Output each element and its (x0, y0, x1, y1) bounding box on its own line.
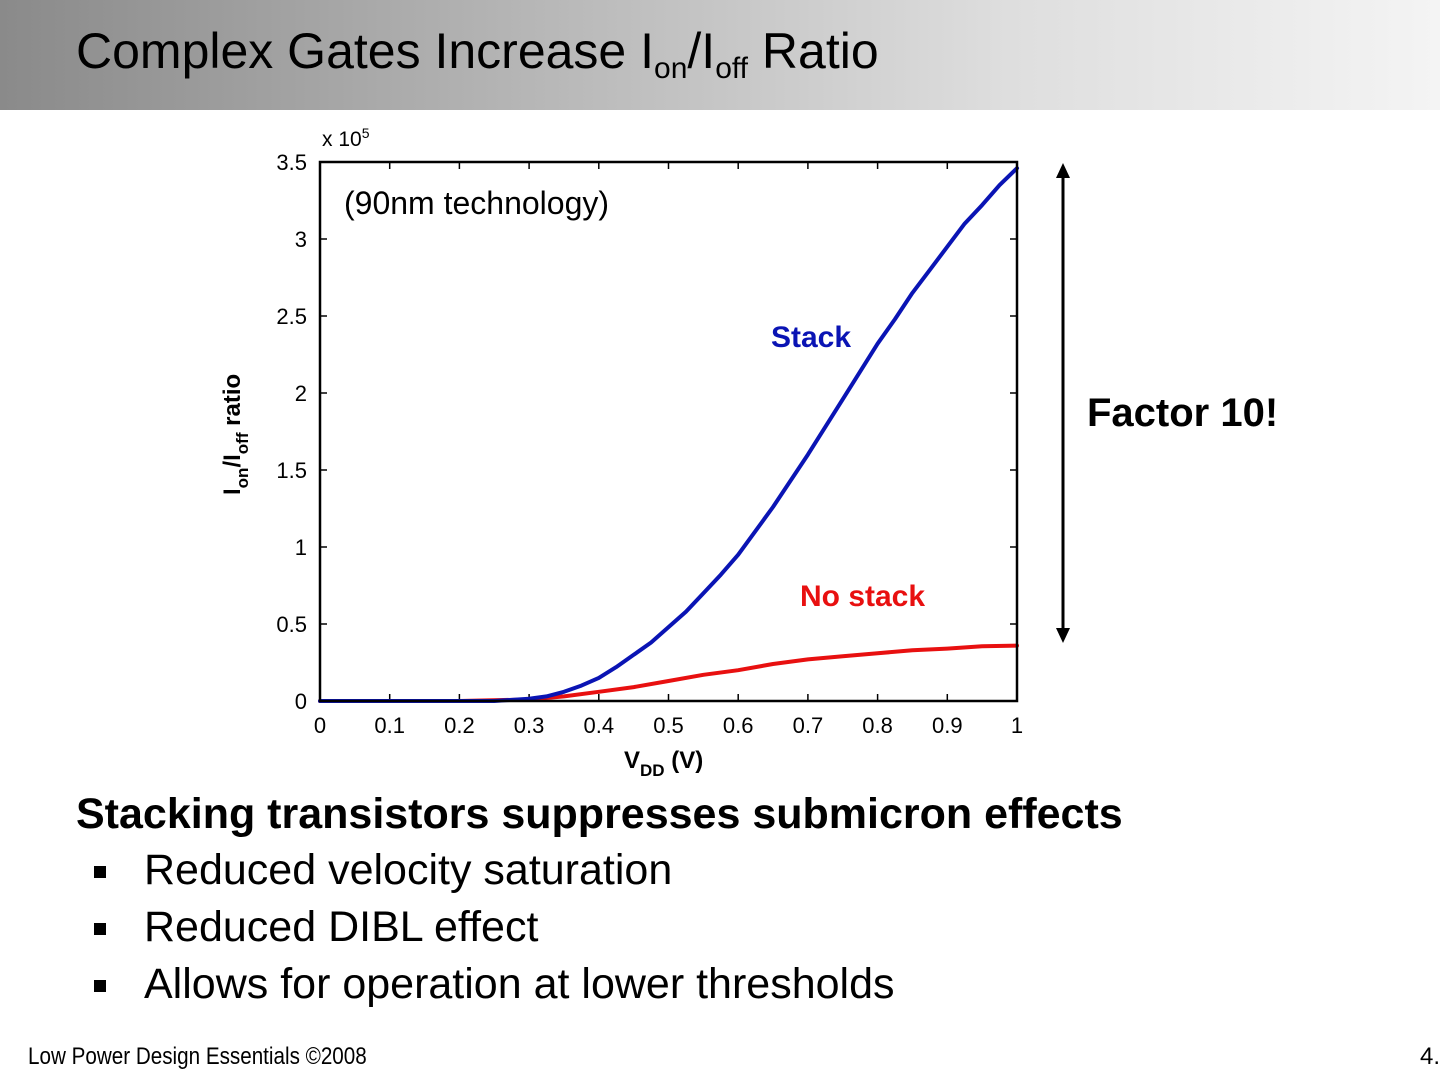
slide-title: Complex Gates Increase Ion/Ioff Ratio (76, 22, 879, 86)
multiplier-label: x 105 (322, 125, 370, 151)
title-bar: Complex Gates Increase Ion/Ioff Ratio (0, 0, 1440, 110)
factor-label: Factor 10! (1087, 391, 1278, 435)
x-tick-label: 0.8 (862, 713, 893, 738)
line-chart: 0 0.1 0.2 0.3 0.4 0.5 0.6 0.7 0.8 0.9 1 0 0.5 1 1.5 2 2… (219, 125, 1278, 780)
x-tick-label: 0.1 (374, 713, 405, 738)
x-tick-labels: 0 0.1 0.2 0.3 0.4 0.5 0.6 0.7 0.8 0.9 1 (314, 713, 1023, 738)
x-tick-label: 0.5 (653, 713, 684, 738)
x-tick-label: 1 (1011, 713, 1023, 738)
arrow-head-up (1056, 163, 1070, 178)
square-bullet-icon (94, 866, 106, 878)
x-tick-label: 0.4 (584, 713, 615, 738)
y-tick-label: 3.5 (276, 150, 307, 175)
square-bullet-icon (94, 980, 106, 992)
bullet-item: Allows for operation at lower thresholds (88, 960, 894, 1017)
x-tick-label: 0.7 (793, 713, 824, 738)
y-tick-label: 0.5 (276, 612, 307, 637)
x-axis-label: VDD (V) (624, 747, 703, 780)
bullet-list: Reduced velocity saturation Reduced DIBL… (88, 846, 894, 1017)
y-tick-label: 2.5 (276, 304, 307, 329)
y-tick-label: 2 (295, 381, 307, 406)
footer-page-number: 4. (1420, 1043, 1440, 1070)
factor-arrow (1056, 163, 1070, 643)
series-label-no-stack: No stack (800, 580, 925, 613)
series-lines (318, 166, 1019, 703)
series-line-stack (318, 166, 1019, 703)
title-sub-off: off (715, 52, 749, 85)
technology-annotation: (90nm technology) (344, 185, 609, 221)
x-tick-label: 0.3 (514, 713, 545, 738)
bullet-item: Reduced DIBL effect (88, 903, 894, 960)
square-bullet-icon (94, 923, 106, 935)
x-tick-label: 0.2 (444, 713, 475, 738)
x-tick-label: 0.9 (932, 713, 963, 738)
footer-copyright: Low Power Design Essentials ©2008 (28, 1043, 367, 1070)
y-tick-labels: 0 0.5 1 1.5 2 2.5 3 3.5 (276, 150, 307, 714)
plot-frame (318, 160, 1019, 703)
title-mid: /I (687, 23, 716, 79)
x-tick-label: 0.6 (723, 713, 754, 738)
y-tick-label: 1.5 (276, 458, 307, 483)
title-sub-on: on (654, 52, 688, 85)
y-tick-label: 0 (295, 689, 307, 714)
content-heading: Stacking transistors suppresses submicro… (76, 790, 1123, 838)
y-axis-label: Ion/Ioff ratio (219, 374, 252, 495)
series-line-no-stack (318, 643, 1019, 703)
y-tick-label: 3 (295, 227, 307, 252)
bullet-item: Reduced velocity saturation (88, 846, 894, 903)
title-end: Ratio (748, 23, 879, 79)
y-tick-label: 1 (295, 535, 307, 560)
arrow-head-down (1056, 628, 1070, 643)
axis-ticks (319, 161, 1018, 702)
title-main: Complex Gates Increase I (76, 23, 655, 79)
x-tick-label: 0 (314, 713, 326, 738)
series-label-stack: Stack (771, 321, 851, 354)
